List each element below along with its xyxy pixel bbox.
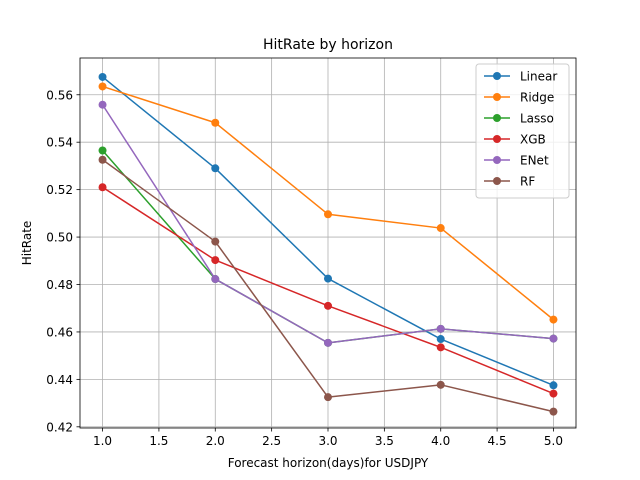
y-tick-label: 0.56: [46, 88, 73, 102]
data-point: [436, 224, 445, 233]
data-point: [211, 275, 220, 284]
y-tick-label: 0.44: [46, 373, 73, 387]
legend-swatch-marker: [493, 93, 501, 101]
y-tick-label: 0.42: [46, 420, 73, 434]
legend-swatch-marker: [493, 177, 501, 185]
legend: Linear Ridge Lasso XGB ENet RF: [475, 63, 570, 199]
x-tick-label: 2.0: [206, 434, 225, 448]
data-point: [436, 380, 445, 389]
y-tick-label: 0.46: [46, 325, 73, 339]
x-tick-label: 4.5: [488, 434, 507, 448]
x-tick-label: 3.0: [318, 434, 337, 448]
legend-item-rf: RF: [484, 175, 535, 189]
legend-item-lasso: Lasso: [484, 112, 554, 126]
chart-title: HitRate by horizon: [263, 37, 393, 53]
legend-label: RF: [520, 175, 535, 189]
data-point: [324, 338, 332, 347]
x-tick-label: 1.5: [149, 434, 168, 448]
legend-swatch-marker: [493, 114, 501, 122]
legend-label: XGB: [520, 133, 546, 147]
legend-label: ENet: [520, 154, 549, 168]
data-point: [549, 389, 558, 398]
x-tick-label: 5.0: [544, 434, 563, 448]
legend-item-enet: ENet: [484, 154, 549, 168]
data-point: [549, 315, 558, 324]
y-tick-label: 0.54: [46, 136, 73, 150]
y-tick-label: 0.50: [46, 231, 73, 245]
data-point: [324, 393, 332, 402]
data-point: [549, 407, 558, 416]
legend-item-ridge: Ridge: [484, 91, 554, 105]
legend-item-linear: Linear: [484, 70, 557, 84]
data-point: [324, 210, 332, 219]
legend-label: Linear: [520, 70, 557, 84]
data-point: [211, 164, 220, 173]
data-point: [98, 72, 107, 81]
data-point: [211, 256, 220, 265]
series-layer: [98, 72, 558, 416]
legend-item-xgb: XGB: [484, 133, 546, 147]
data-point: [98, 183, 107, 192]
data-point: [324, 274, 332, 283]
legend-label: Lasso: [520, 112, 554, 126]
data-point: [98, 100, 107, 109]
y-axis-label: HitRate: [20, 221, 34, 266]
series-ridge: [98, 82, 558, 324]
ticks: 1.0 1.5 2.0 2.5 3.0 3.5 4.0 4.5 5.0 0.42 0.44 0.46 0…: [46, 88, 563, 448]
data-point: [324, 301, 332, 310]
legend-swatch-marker: [493, 135, 501, 143]
series-xgb: [98, 183, 558, 398]
x-tick-label: 4.0: [431, 434, 450, 448]
x-tick-label: 2.5: [262, 434, 281, 448]
data-point: [98, 146, 107, 155]
data-point: [211, 237, 220, 246]
data-point: [98, 82, 107, 91]
data-point: [436, 335, 445, 344]
data-point: [98, 155, 107, 164]
data-point: [436, 343, 445, 352]
legend-swatch-marker: [493, 156, 501, 164]
grid: [80, 58, 576, 428]
series-rf: [98, 155, 558, 416]
x-tick-label: 3.5: [375, 434, 394, 448]
data-point: [549, 334, 558, 343]
x-axis-label: Forecast horizon(days)for USDJPY: [228, 456, 429, 470]
legend-label: Ridge: [520, 91, 554, 105]
series-enet: [98, 100, 558, 347]
data-point: [436, 324, 445, 333]
x-tick-label: 1.0: [93, 434, 112, 448]
series-linear: [98, 72, 558, 390]
y-tick-label: 0.48: [46, 278, 73, 292]
data-point: [549, 381, 558, 390]
data-point: [211, 118, 220, 127]
y-tick-label: 0.52: [46, 183, 73, 197]
legend-swatch-marker: [493, 72, 501, 80]
